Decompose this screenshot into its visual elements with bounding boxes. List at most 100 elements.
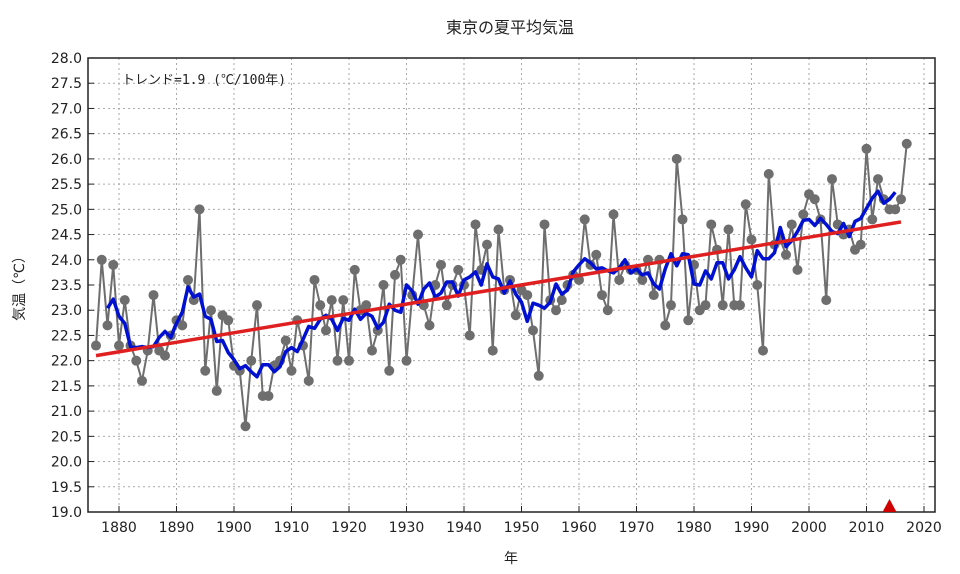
annual-data-point — [395, 254, 406, 265]
annual-data-point — [401, 355, 412, 366]
annual-data-point — [321, 325, 331, 336]
plot-frame — [87, 57, 936, 513]
x-tick-label: 1880 — [101, 520, 137, 536]
annual-data-point — [798, 209, 809, 220]
annual-data-point — [890, 204, 901, 215]
annual-data-point — [131, 355, 142, 366]
annual-data-point — [361, 300, 372, 311]
annual-data-point — [223, 315, 234, 326]
x-tick-label: 1960 — [561, 520, 597, 536]
x-tick-label: 1910 — [274, 520, 310, 536]
annual-data-point — [303, 375, 314, 386]
annual-data-point — [160, 350, 170, 361]
annual-data-point — [752, 280, 763, 290]
y-tick-label: 21.0 — [51, 404, 82, 420]
annual-data-point — [315, 300, 326, 311]
annual-data-point — [108, 259, 119, 270]
annual-data-point — [758, 345, 768, 356]
annual-data-point — [453, 264, 464, 275]
moving-average-line — [106, 189, 897, 379]
annual-data-point — [119, 295, 130, 306]
annual-data-point — [809, 194, 820, 205]
annual-data-point — [102, 320, 113, 331]
y-tick-label: 22.0 — [51, 354, 82, 370]
annual-data-point — [873, 174, 883, 185]
annual-data-point — [648, 290, 659, 301]
y-tick-label: 21.5 — [51, 379, 82, 395]
x-tick-label: 1890 — [159, 520, 195, 536]
annual-data-point — [597, 290, 607, 301]
annual-data-point — [671, 153, 682, 164]
annual-data-point — [413, 229, 423, 240]
annual-data-point — [740, 199, 751, 210]
annual-data-point — [781, 249, 791, 260]
annual-data-point — [280, 335, 291, 346]
annual-data-point — [349, 264, 360, 275]
annual-data-point — [252, 300, 262, 311]
annual-data-point — [723, 224, 734, 235]
trend-line — [95, 220, 902, 358]
annual-data-point — [137, 375, 147, 386]
y-tick-label: 25.0 — [51, 202, 82, 218]
annual-data-point — [614, 274, 625, 285]
annual-data-point — [177, 320, 188, 331]
annual-data-point — [510, 310, 521, 321]
annual-data-point — [608, 209, 619, 220]
y-tick-label: 27.5 — [51, 76, 82, 92]
annual-data-point — [591, 249, 602, 260]
annual-data-point — [344, 355, 354, 366]
x-tick-label: 2000 — [791, 520, 827, 536]
annual-data-point — [706, 219, 717, 230]
annual-data-point — [763, 169, 774, 180]
annual-data-point — [246, 355, 257, 366]
y-tick-label: 20.5 — [51, 429, 82, 445]
annual-data-point — [384, 365, 395, 376]
annual-data-point — [424, 320, 435, 331]
x-tick-label: 1980 — [676, 520, 712, 536]
annual-data-point — [441, 300, 452, 311]
annual-data-point — [200, 365, 211, 376]
y-tick-label: 25.5 — [51, 177, 82, 193]
annual-data-point — [827, 174, 837, 185]
annual-data-point — [821, 295, 832, 306]
annual-data-point — [206, 305, 216, 316]
y-tick-label: 24.0 — [51, 253, 82, 269]
annual-data-point — [263, 390, 274, 401]
y-tick-label: 22.5 — [51, 328, 82, 344]
annual-data-point — [666, 300, 676, 311]
annual-data-point — [378, 280, 389, 290]
x-tick-label: 1950 — [504, 520, 540, 536]
annual-data-point — [436, 259, 446, 270]
annual-data-point — [96, 254, 107, 265]
annual-data-point — [91, 340, 101, 351]
x-tick-label: 1940 — [446, 520, 482, 536]
annual-data-point — [487, 345, 498, 356]
annual-data-point — [700, 300, 711, 311]
annual-data-point — [556, 295, 567, 306]
y-tick-label: 23.5 — [51, 278, 82, 294]
annual-data-point — [528, 325, 538, 336]
annual-data-point — [194, 204, 205, 215]
annual-data-point — [533, 370, 544, 381]
marker-triangle — [882, 499, 897, 512]
annual-data-point — [637, 274, 648, 285]
annual-data-point — [332, 355, 343, 366]
annual-data-point — [326, 295, 337, 306]
x-tick-label: 1990 — [734, 520, 770, 536]
annual-data-point — [717, 300, 728, 311]
y-tick-label: 19.0 — [51, 505, 82, 521]
annual-data-point — [792, 264, 803, 275]
annual-data-point — [286, 365, 297, 376]
annual-data-point — [470, 219, 481, 230]
annual-series-line — [95, 143, 908, 427]
annual-data-point — [861, 143, 872, 154]
y-axis-label: 気温（℃） — [12, 249, 28, 321]
annual-data-point — [855, 239, 866, 250]
annual-data-point — [338, 295, 349, 306]
annual-data-point — [901, 138, 912, 149]
annual-data-point — [551, 305, 561, 316]
annual-data-point — [522, 290, 533, 301]
annual-data-point — [309, 274, 320, 285]
annual-data-point — [896, 194, 906, 205]
